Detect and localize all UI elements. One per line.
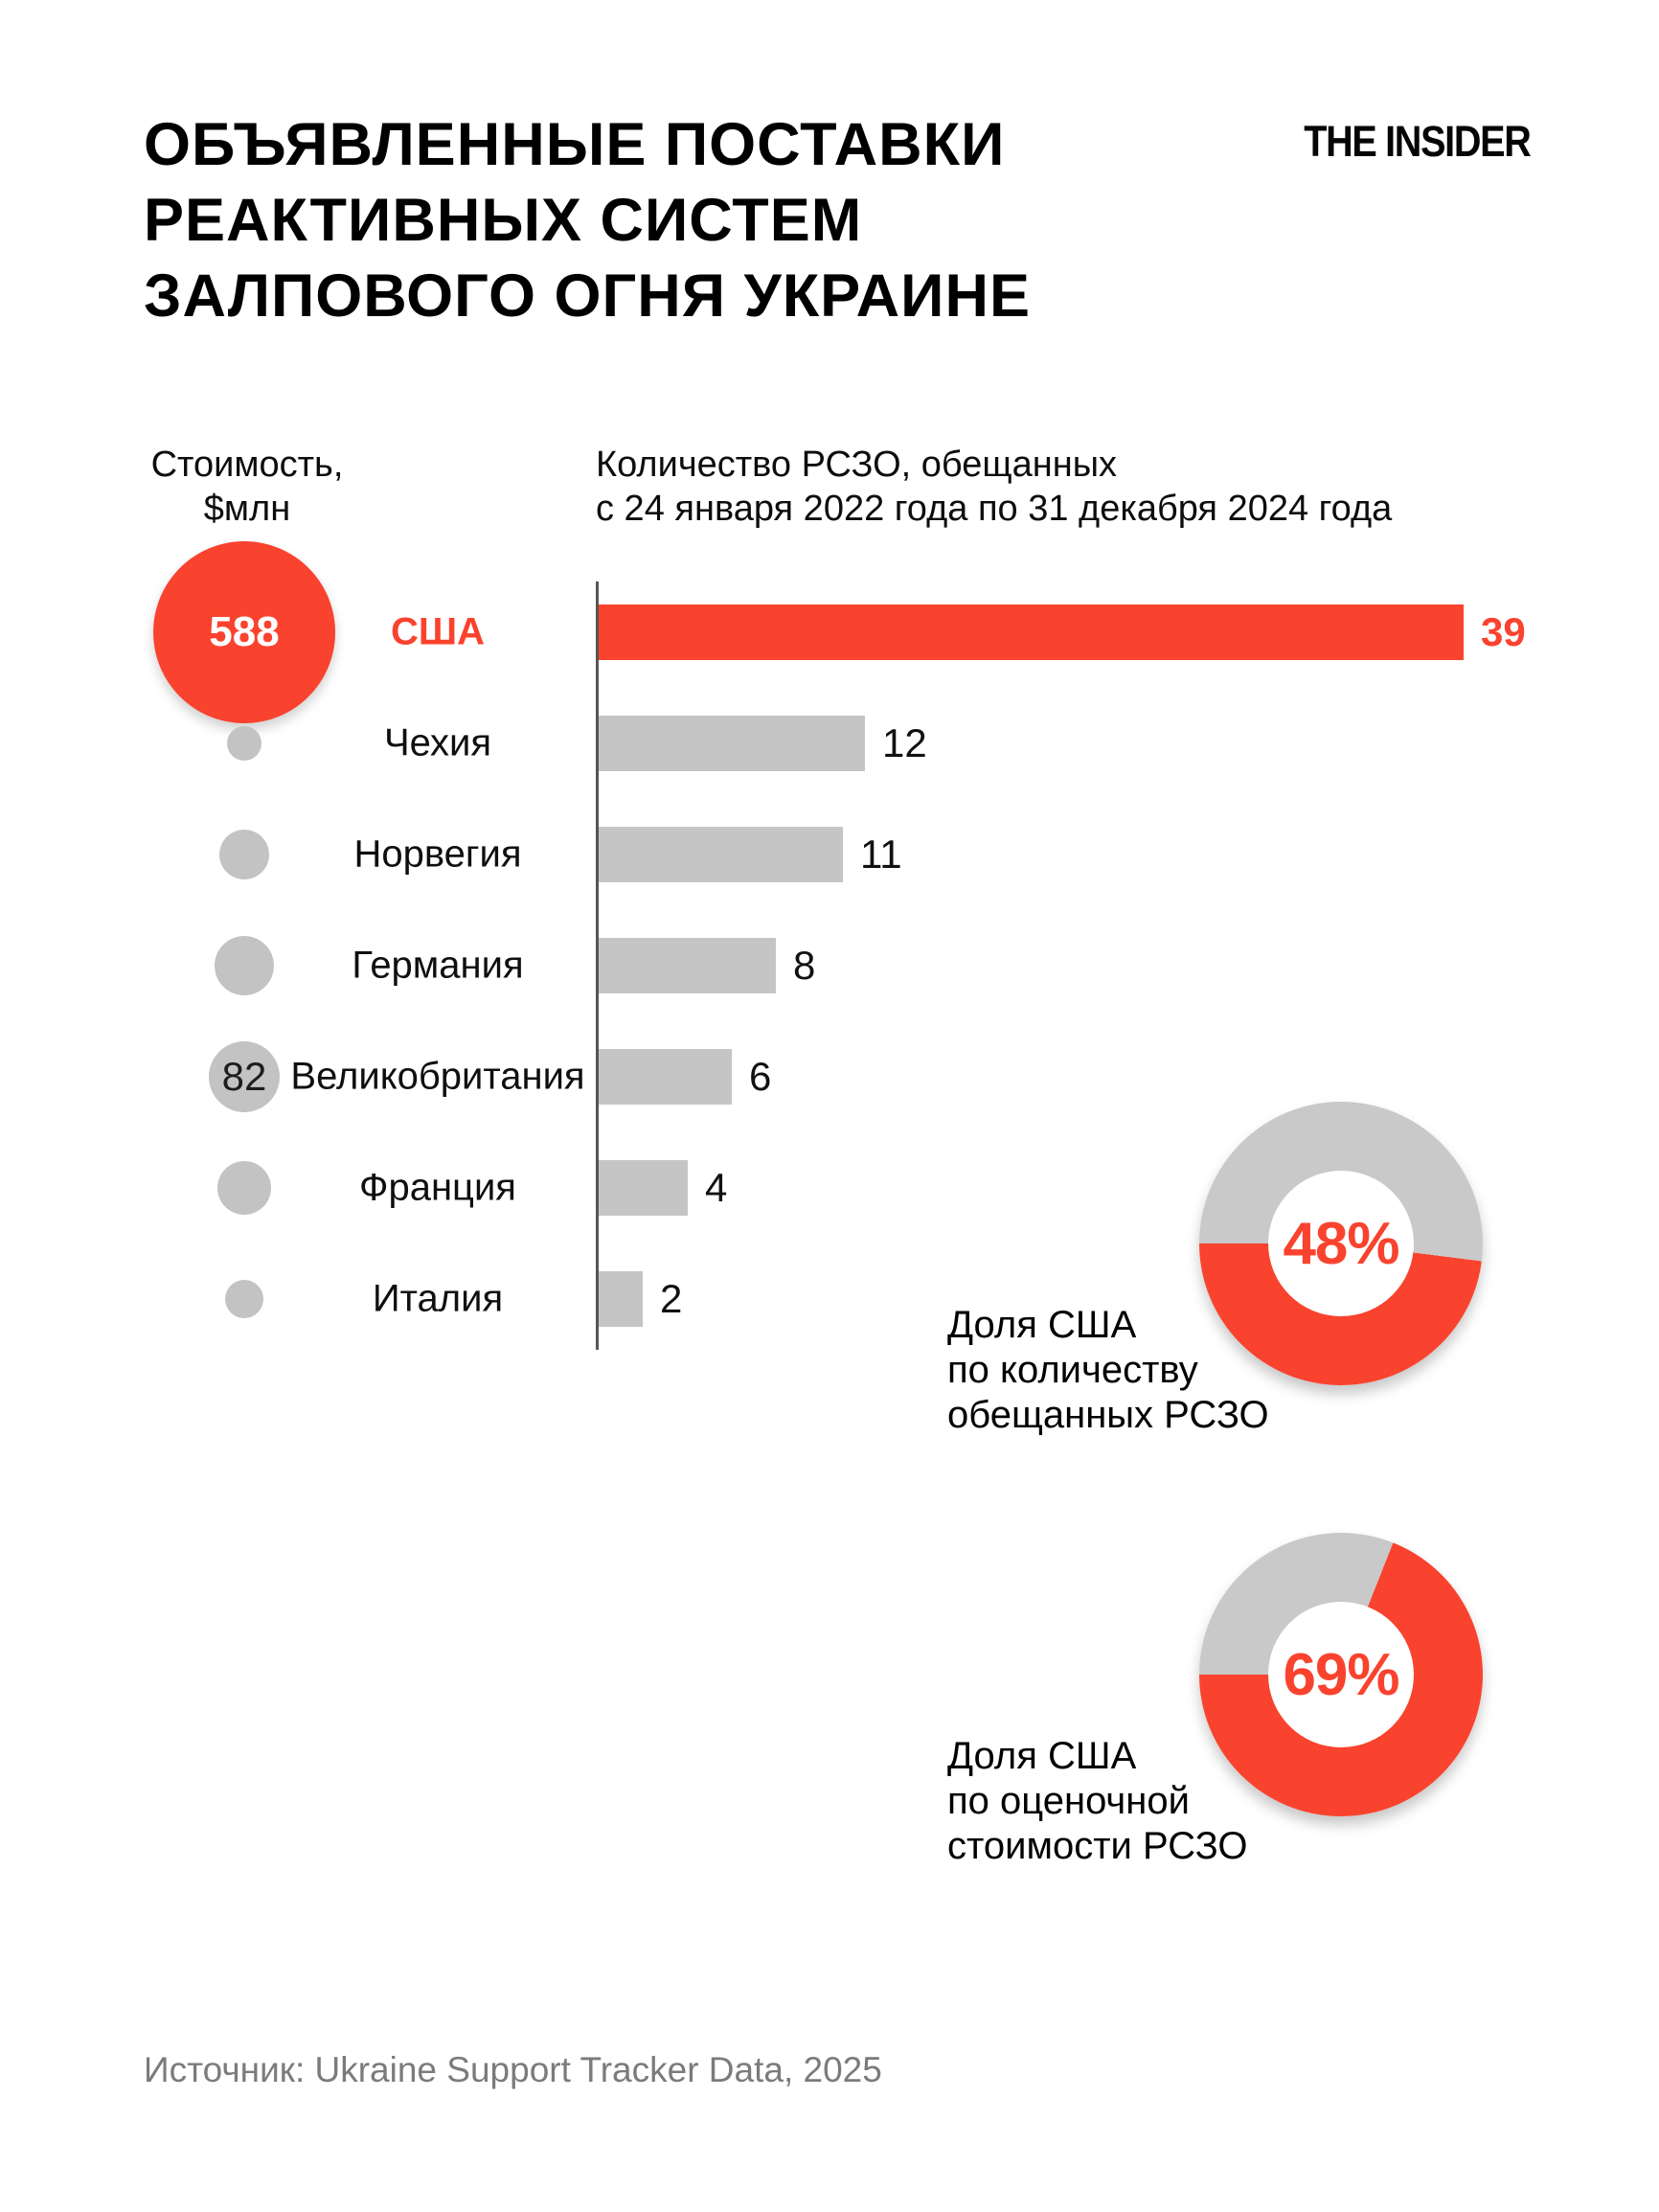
cost-bubble: 82 xyxy=(209,1041,280,1112)
cost-bubble: 588 xyxy=(153,541,335,723)
chart-row: Франция 4 xyxy=(0,1132,1659,1243)
quantity-bar xyxy=(599,827,843,882)
donut-chart-us-share-quantity: 48% xyxy=(1199,1102,1483,1385)
donut-value-caption-line-1: Доля США xyxy=(947,1735,1137,1777)
country-label: Чехия xyxy=(383,721,492,764)
title-line-3: ЗАЛПОВОГО ОГНЯ УКРАИНЕ xyxy=(144,262,1031,330)
title-line-1: ОБЪЯВЛЕННЫЕ ПОСТАВКИ xyxy=(144,111,1006,178)
quantity-bar-value: 39 xyxy=(1481,609,1526,654)
quantity-bar xyxy=(599,1049,732,1105)
title-line-2: РЕАКТИВНЫХ СИСТЕМ xyxy=(144,187,863,254)
chart-row: Германия 8 xyxy=(0,910,1659,1021)
quantity-bar-value: 6 xyxy=(749,1054,772,1099)
the-insider-logo: THE INSIDER xyxy=(1304,117,1532,166)
country-label: США xyxy=(391,610,485,653)
donut-chart-us-share-value: 69% xyxy=(1199,1533,1483,1816)
cost-bubble xyxy=(217,1161,271,1215)
quantity-header-line-2: с 24 января 2022 года по 31 декабря 2024… xyxy=(596,489,1393,529)
chart-row: Норвегия 11 xyxy=(0,799,1659,910)
chart-row: Чехия 12 xyxy=(0,688,1659,799)
quantity-bar xyxy=(599,604,1464,660)
donut-value-caption-line-3: стоимости РСЗО xyxy=(947,1825,1248,1867)
cost-header-line-1: Стоимость, xyxy=(150,445,344,485)
quantity-bar xyxy=(599,716,865,771)
cost-column-header: Стоимость, $млн xyxy=(99,443,396,531)
cost-bubble-value: 588 xyxy=(209,608,280,655)
donut-quantity-caption-line-2: по количеству xyxy=(947,1349,1198,1391)
axis-line xyxy=(596,582,599,1350)
cost-bubble xyxy=(215,936,274,995)
quantity-bar-value: 11 xyxy=(860,832,902,877)
quantity-bar-value: 8 xyxy=(793,943,816,988)
chart-row: 588 США 39 xyxy=(0,541,1659,723)
source-note: Источник: Ukraine Support Tracker Data, … xyxy=(144,2050,882,2089)
donut-quantity-caption-line-3: обещанных РСЗО xyxy=(947,1394,1269,1436)
country-label: Великобритания xyxy=(290,1055,585,1098)
cost-bubble xyxy=(225,1280,263,1318)
donut-value-caption-line-2: по оценочной xyxy=(947,1780,1190,1822)
donut-quantity-caption: Доля США по количеству обещанных РСЗО xyxy=(947,1303,1269,1438)
quantity-bar-value: 2 xyxy=(660,1276,683,1321)
quantity-bar xyxy=(599,1271,643,1327)
cost-bubble-value: 82 xyxy=(221,1054,267,1099)
country-label: Германия xyxy=(352,944,524,987)
donut-value-caption: Доля США по оценочной стоимости РСЗО xyxy=(947,1734,1247,1869)
country-label: Норвегия xyxy=(353,832,522,876)
cost-header-line-2: $млн xyxy=(203,489,291,529)
cost-bubble xyxy=(219,830,269,879)
cost-bubble xyxy=(227,726,261,761)
country-label: Франция xyxy=(359,1166,516,1209)
donut-quantity-caption-line-1: Доля США xyxy=(947,1304,1137,1346)
donut-value-percent-label: 69% xyxy=(1283,1641,1399,1708)
donut-quantity-percent-label: 48% xyxy=(1283,1210,1399,1277)
page-title: ОБЪЯВЛЕННЫЕ ПОСТАВКИ РЕАКТИВНЫХ СИСТЕМ З… xyxy=(144,107,1031,334)
quantity-bar xyxy=(599,938,776,993)
quantity-bar xyxy=(599,1160,688,1216)
quantity-bar-value: 4 xyxy=(705,1165,728,1210)
quantity-bar-value: 12 xyxy=(882,720,927,765)
quantity-header-line-1: Количество РСЗО, обещанных xyxy=(596,445,1118,485)
chart-row: Италия 2 xyxy=(0,1243,1659,1355)
quantity-column-header: Количество РСЗО, обещанных с 24 января 2… xyxy=(596,443,1392,531)
chart-row: 82 Великобритания 6 xyxy=(0,1021,1659,1132)
country-label: Италия xyxy=(372,1277,504,1320)
